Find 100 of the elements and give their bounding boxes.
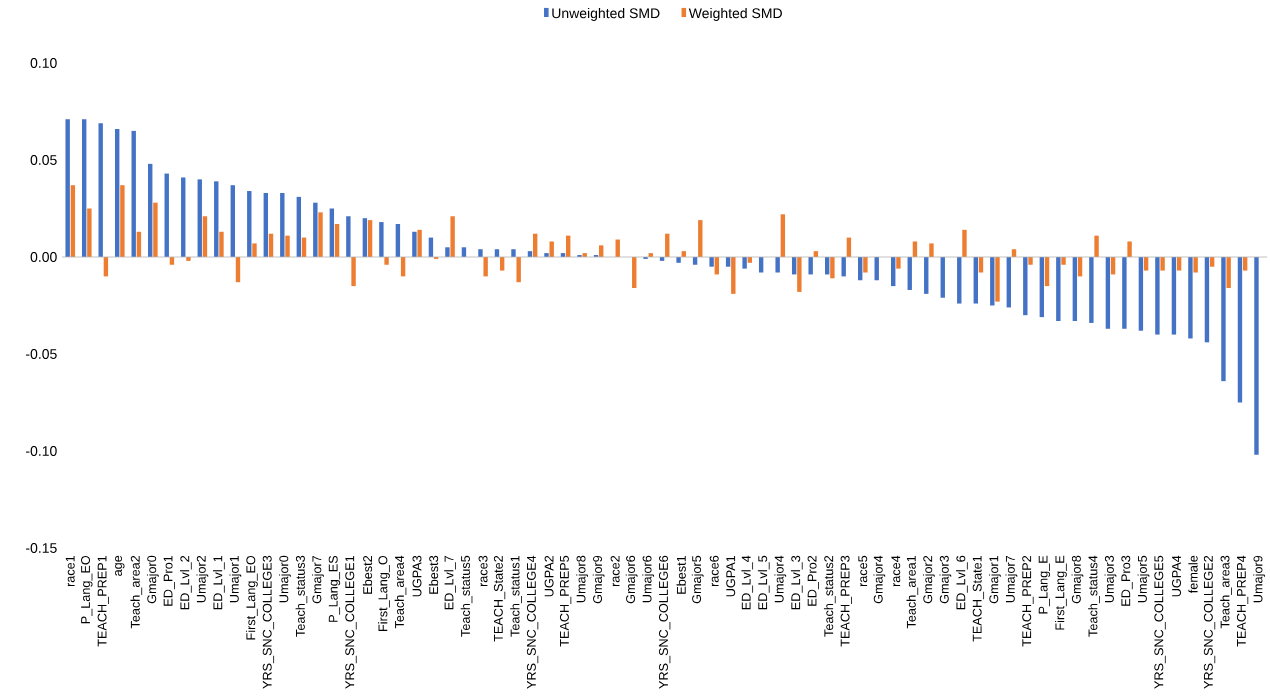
x-tick-label: YRS_SNC_COLLEGE2 [1203,555,1216,689]
x-tick-label: Gmajor6 [625,555,638,604]
x-tick-label: Gmajor7 [312,555,324,604]
bar [1221,256,1226,382]
bar [98,123,103,257]
x-tick-label: Ebest2 [362,555,373,594]
bar [483,256,488,277]
x-tick-label: Umajor9 [1253,555,1265,603]
bar [65,119,70,257]
bar [450,216,455,257]
bar [131,130,136,257]
bar [1188,256,1193,339]
legend-label: Weighted SMD [688,7,782,21]
x-tick-label: TEACH_PREP3 [840,555,852,647]
bar [417,229,422,257]
x-tick-label: P_Lang_EO [81,555,93,624]
x-tick-label: female [1188,555,1198,594]
x-tick-label: First_Lang_EO [245,555,258,640]
x-tick-label: ED_Lvl_4 [741,555,754,610]
x-tick-label: race1 [65,555,75,587]
bar [252,243,257,257]
bar [120,185,125,257]
x-tick-label: TEACH_PREP5 [559,555,572,647]
x-tick-label: Gmajor4 [873,555,886,604]
x-tick-label: Umajor7 [1005,555,1018,603]
bar [731,256,736,294]
bar [1023,256,1028,316]
bar [841,256,846,277]
bar [1138,256,1144,331]
x-tick-label: ED_Pro2 [807,555,819,606]
bar [1056,256,1061,322]
bar [742,256,747,269]
bar [214,181,219,257]
x-tick-label: Gmajor5 [691,555,704,604]
bar [81,119,87,257]
x-tick-label: Umajor3 [1104,555,1117,603]
y-tick-label: -0.05 [26,349,57,359]
bar [1155,256,1160,335]
x-tick-label: First_Lang_E [1055,555,1067,630]
bar [995,256,1000,302]
bar [1171,256,1177,335]
x-tick-label: UGPA4 [1172,555,1181,597]
bar [1254,256,1259,455]
x-tick-label: ED_Lvl_5 [757,555,770,610]
bar [445,247,450,257]
bar [775,256,780,273]
x-tick-label: Umajor2 [196,555,209,603]
legend-label: Unweighted SMD [552,7,660,21]
x-tick-label: TEACH_State2 [493,555,506,642]
bar [1127,241,1132,257]
x-tick-label: Gmajor2 [922,555,935,604]
bar [896,256,901,269]
bar [1122,256,1127,329]
x-tick-label: YRS_SNC_COLLEGE1 [345,555,357,689]
x-tick-label: Umajor4 [774,555,787,603]
bar [1089,256,1094,323]
x-tick-label: Umajor6 [642,555,655,603]
x-tick-label: Teach_area4 [394,555,407,629]
x-tick-label: P_Lang_ES [328,555,341,622]
bar [70,185,76,257]
x-tick-label: ED_Lvl_7 [444,555,456,610]
bar [318,212,323,257]
bar [863,256,868,273]
bar [329,208,335,257]
x-tick-label: First_Lang_O [378,555,390,631]
x-tick-label: race6 [709,555,719,587]
bar [346,216,351,257]
bar [516,256,521,283]
x-tick-label: Teach_status4 [1088,555,1100,637]
y-tick-label: -0.10 [26,446,57,456]
bar [219,231,224,257]
x-tick-label: race3 [478,555,488,587]
x-tick-label: Umajor1 [229,555,242,603]
x-tick-label: Gmajor1 [988,555,1001,604]
bar [797,256,802,292]
x-tick-label: Teach_area3 [1220,555,1232,629]
bar [957,256,962,304]
x-tick-label: race4 [891,555,901,587]
bar [153,202,158,257]
bar [808,256,813,275]
x-tick-label: Teach_status3 [295,555,308,637]
bar [247,191,252,257]
bar [115,128,120,257]
x-tick-label: Umajor8 [576,555,589,603]
bar [197,179,202,257]
x-tick-label: Teach_area2 [130,555,143,629]
x-tick-label: ED_Pro1 [163,555,175,606]
x-tick-label: UGPA1 [726,555,736,597]
bar [1237,256,1243,403]
bar [379,222,384,257]
x-tick-label: YRS_SNC_COLLEGE5 [1154,555,1166,689]
bar [1193,256,1198,273]
bar [148,163,153,257]
y-tick-label: 0.10 [30,58,57,68]
x-tick-label: Ebest1 [676,555,686,594]
bar [962,229,967,257]
bar [1094,235,1099,257]
x-tick-label: Teach_status1 [510,555,522,637]
x-tick-label: TEACH_PREP2 [1022,555,1034,647]
x-tick-label: UGPA2 [544,555,554,597]
